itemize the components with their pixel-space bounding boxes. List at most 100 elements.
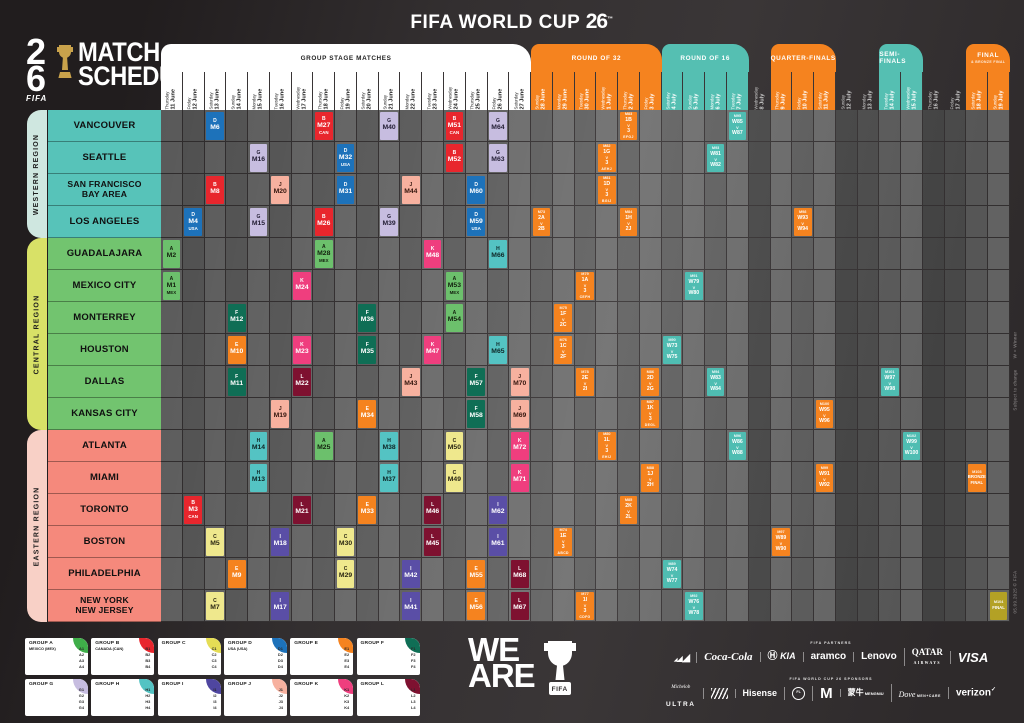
group-letter: L: [518, 566, 522, 573]
match-number: M36: [360, 316, 374, 324]
legend-slot: G3: [78, 699, 84, 705]
day-header-text: Friday 26 June: [491, 73, 503, 110]
grid-cell: [444, 174, 466, 206]
grid-cell: [465, 270, 488, 302]
group-letter: B: [321, 214, 326, 221]
day-header-text: Monday 13 July: [862, 73, 874, 110]
date-text: 27 June: [518, 88, 525, 110]
grid-cell: [182, 398, 205, 430]
grid-cell: [966, 142, 989, 174]
match-line: W77: [666, 578, 678, 585]
match-line: AEHJ: [601, 166, 613, 171]
grid-cell: [204, 142, 227, 174]
grid-cell: [727, 526, 749, 558]
grid-cell: [857, 302, 880, 334]
grid-cell: [444, 366, 466, 398]
day-header-3-July: Friday 3 July: [639, 72, 662, 110]
qatar-airways-logo: QATAR AIRWAYS: [911, 647, 943, 665]
day-header-10-July: Friday 10 July: [792, 72, 815, 110]
grid-cell: [335, 430, 357, 462]
grid-cell: [879, 558, 902, 590]
grid-cell: [901, 270, 923, 302]
grid-cell: [161, 398, 183, 430]
grid-cell: [356, 142, 379, 174]
match-number: M71: [513, 476, 527, 484]
grid-cell: [683, 142, 706, 174]
legend-slot: H4: [145, 705, 151, 711]
grid-cell: [422, 270, 444, 302]
grid-cell: [509, 334, 532, 366]
match-line: V: [649, 381, 652, 386]
legend-slot: E1: [344, 646, 350, 651]
grid-cell: [639, 558, 662, 590]
date-text: 23 June: [431, 88, 438, 110]
grid-cell: [770, 558, 793, 590]
grid-cell: [400, 110, 423, 142]
grid-cell: [226, 270, 249, 302]
city-name-line: SEATTLE: [82, 151, 127, 163]
match-line: V: [910, 445, 913, 450]
match-line: 1C: [559, 343, 567, 350]
match-number: M73: [537, 210, 546, 215]
grid-cell: [182, 526, 205, 558]
grid-cell: [901, 558, 923, 590]
match-number: M10: [230, 348, 244, 356]
grid-cell: [922, 430, 945, 462]
match-line: V: [605, 155, 609, 160]
grid-cell: [552, 590, 575, 622]
grid-cell: [618, 142, 640, 174]
grid-cell: [639, 142, 662, 174]
match-cell-M47: K M47: [423, 335, 442, 364]
legend-slot: H1: [145, 687, 151, 692]
legend-slot: B2: [145, 652, 151, 658]
grid-cell: [487, 558, 510, 590]
match-line: 1I: [582, 597, 588, 604]
match-number: M90: [668, 338, 676, 343]
date-text: 1 July: [606, 93, 613, 110]
grid-cell: [487, 590, 510, 622]
day-header-text: Friday 17 July: [949, 73, 961, 110]
grid-cell: [378, 142, 401, 174]
grid-cell: [574, 142, 597, 174]
legend-team-name: USA (USA): [227, 647, 248, 651]
match-number: M7: [210, 604, 220, 612]
match-line: 1A: [581, 277, 589, 284]
match-cell-M63: G M63: [489, 143, 507, 172]
day-header-text: Saturday 13 June: [208, 73, 220, 110]
legend-slot: L4: [410, 705, 416, 711]
group-letter: K: [517, 470, 522, 477]
match-line: V: [627, 221, 630, 226]
grid-cell: [313, 590, 336, 622]
group-letter: C: [452, 470, 457, 477]
match-line: W83: [710, 375, 721, 382]
grid-cell: [161, 494, 183, 526]
date-text: 16 June: [279, 88, 286, 110]
grid-cell: [966, 494, 989, 526]
grid-cell: [922, 558, 945, 590]
match-line: 3: [605, 160, 609, 167]
grid-cell: [705, 270, 727, 302]
day-header-23-June: Tuesday 23 June: [422, 72, 444, 110]
city-label-san-francisco-bay-area: SAN FRANCISCO BAY AREA: [48, 174, 161, 206]
grid-cell: [748, 142, 771, 174]
match-number: M33: [360, 508, 374, 516]
grid-cell: [465, 334, 488, 366]
grid-cell: [356, 110, 379, 142]
grid-cell: [509, 206, 532, 238]
stage-header-group: GROUP STAGE MATCHES: [161, 44, 532, 72]
match-number: M42: [404, 572, 418, 580]
dove-logo: Dove MEN+CARE: [898, 690, 941, 700]
match-line: 2A: [538, 215, 545, 222]
grid-cell: [705, 206, 727, 238]
fifa-partners-row: ◢◢◢ Coca-Cola Ⓗ KIA aramco Lenovo QATAR AIRWAY…: [648, 646, 1014, 668]
grid-cell: [922, 142, 945, 174]
day-header-text: Saturday 4 July: [666, 73, 678, 109]
city-label-philadelphia: PHILADELPHIA: [48, 558, 161, 590]
grid-cell: [901, 462, 923, 494]
grid-cell: [661, 494, 684, 526]
grid-cell: [248, 270, 270, 302]
legend-slots: H1 H2 H3 H4: [145, 687, 150, 711]
match-cell-M33: E M33: [358, 495, 377, 524]
day-header-4-July: Saturday 4 July: [661, 72, 684, 110]
group-letter: L: [518, 598, 522, 605]
